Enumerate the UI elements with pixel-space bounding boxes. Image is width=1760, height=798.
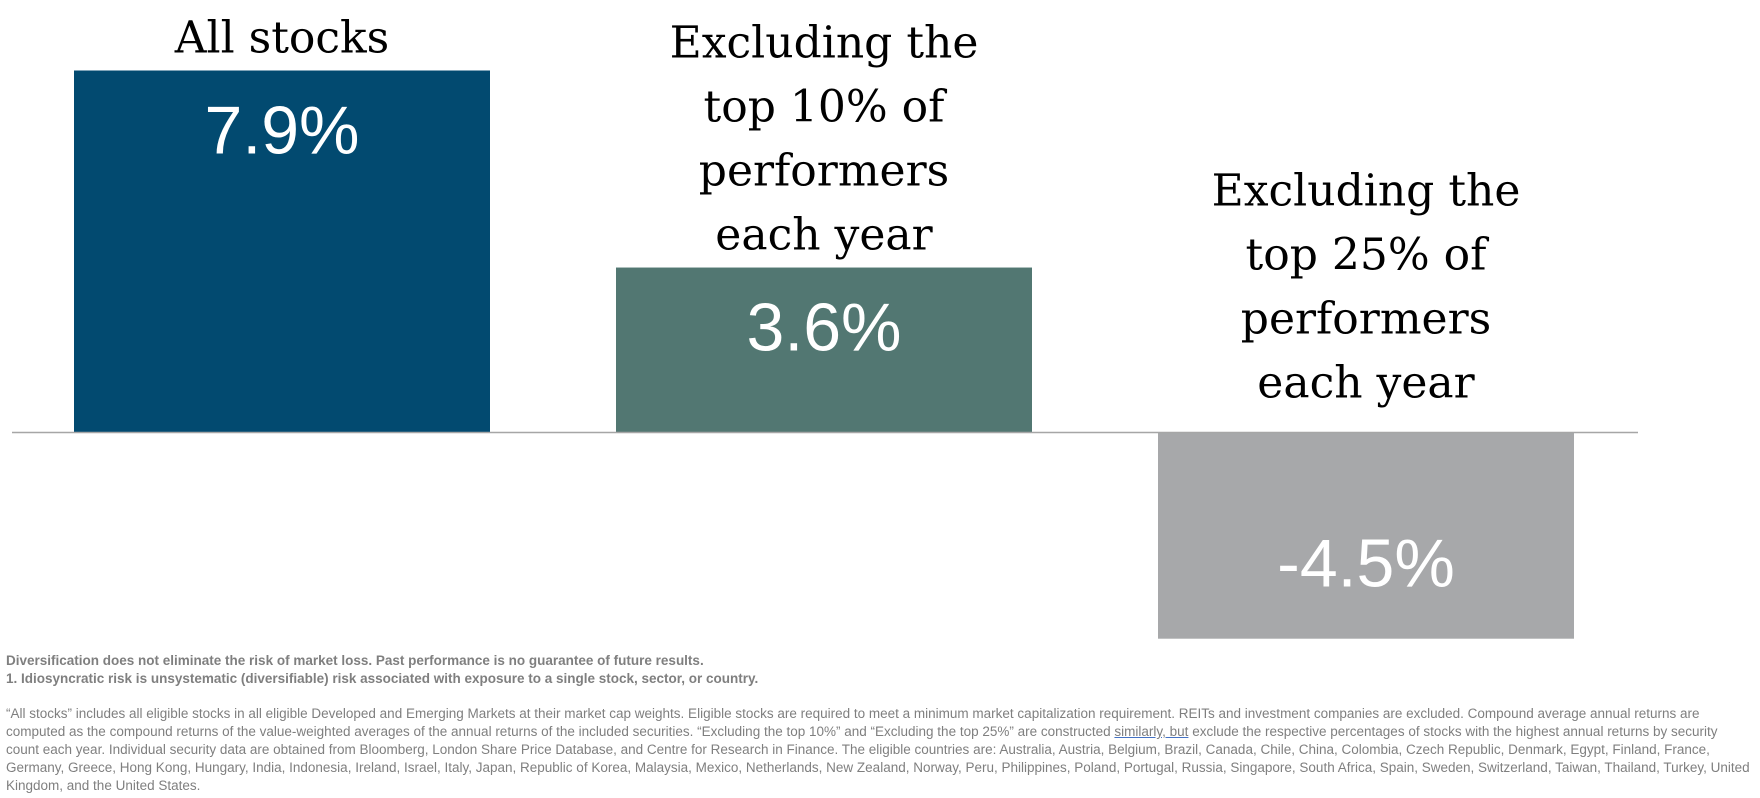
bar-3 bbox=[1158, 432, 1574, 639]
value-labels-group: 7.9% 3.6% -4.5% bbox=[205, 93, 1455, 602]
source-text-underlined: similarly, but bbox=[1114, 724, 1189, 739]
category-labels-group: All stocks Excluding the top 10% of perform… bbox=[174, 13, 1521, 409]
category-label-line: performers bbox=[1241, 294, 1491, 345]
value-label-2: 3.6% bbox=[747, 290, 902, 366]
value-label-3: -4.5% bbox=[1277, 526, 1455, 602]
source-text-part-2: exclude the respective percentages of st… bbox=[6, 724, 1750, 793]
value-label-1: 7.9% bbox=[205, 93, 360, 169]
bars-group bbox=[74, 70, 1574, 639]
category-label-1: All stocks bbox=[174, 13, 390, 64]
bar-1 bbox=[74, 70, 490, 433]
category-label-line: All stocks bbox=[174, 13, 390, 64]
disclaimer-text: Diversification does not eliminate the r… bbox=[6, 653, 704, 668]
category-label-line: Excluding the bbox=[670, 18, 979, 69]
bar-chart: 7.9% 3.6% -4.5% All stocks Excluding the top… bbox=[12, 13, 1638, 639]
category-label-line: top 10% of bbox=[704, 82, 948, 133]
category-label-line: performers bbox=[699, 146, 949, 197]
category-label-line: Excluding the bbox=[1212, 166, 1521, 217]
footnote-text: 1. Idiosyncratic risk is unsystematic (d… bbox=[6, 671, 759, 686]
category-label-line: top 25% of bbox=[1246, 230, 1490, 281]
footnotes: Diversification does not eliminate the r… bbox=[6, 652, 1754, 795]
category-label-3: Excluding the top 25% of performers each ye… bbox=[1212, 166, 1521, 409]
source-text: “All stocks” includes all eligible stock… bbox=[6, 705, 1754, 795]
category-label-2: Excluding the top 10% of performers each ye… bbox=[670, 18, 979, 261]
category-label-line: each year bbox=[715, 210, 933, 261]
bar-2 bbox=[616, 267, 1032, 433]
category-label-line: each year bbox=[1257, 358, 1475, 409]
source-text-part-1: “All stocks” includes all eligible stock… bbox=[6, 706, 1700, 739]
